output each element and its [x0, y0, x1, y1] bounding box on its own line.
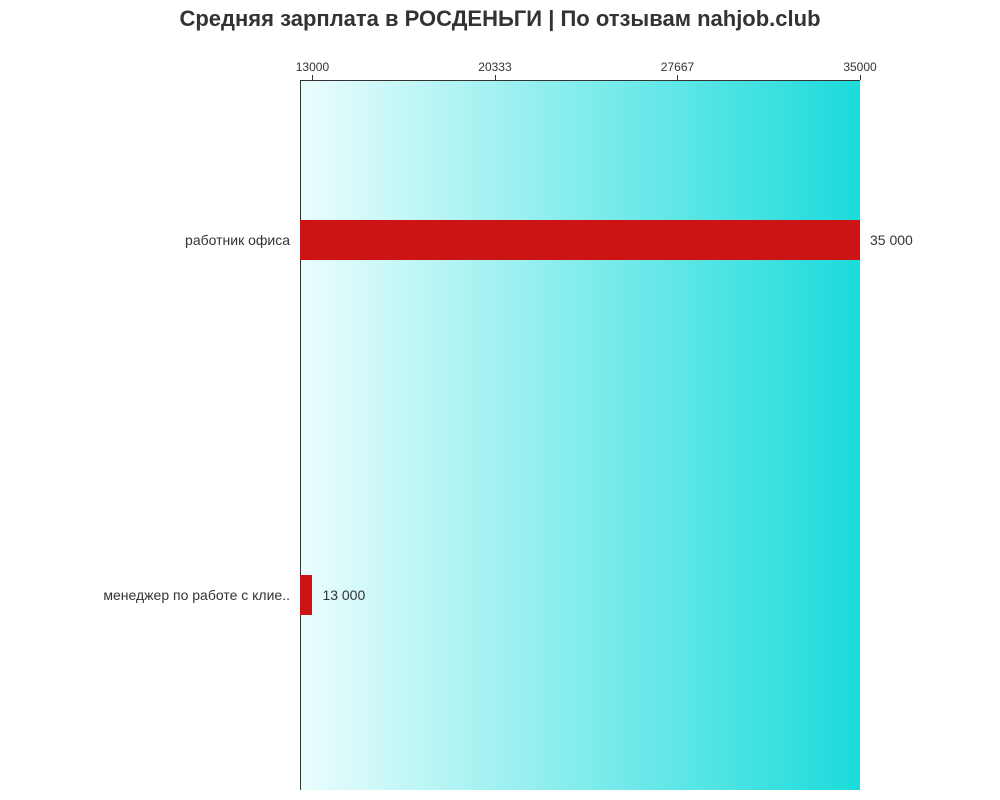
x-tick-line: [677, 75, 678, 80]
x-tick-line: [860, 75, 861, 80]
y-category-label: работник офиса: [185, 232, 300, 248]
x-axis-line: [300, 80, 860, 81]
plot-area: 13000203332766735000работник офиса35 000…: [300, 80, 860, 790]
x-tick-label: 13000: [296, 60, 329, 74]
x-tick-line: [495, 75, 496, 80]
plot-background: [300, 80, 860, 790]
chart-container: Средняя зарплата в РОСДЕНЬГИ | По отзыва…: [0, 0, 1000, 800]
bar-value-label: 35 000: [860, 232, 913, 248]
y-category-label: менеджер по работе с клие..: [103, 587, 300, 603]
x-tick-label: 27667: [661, 60, 694, 74]
x-tick-label: 35000: [843, 60, 876, 74]
bar: [300, 220, 860, 260]
y-axis-line: [300, 80, 301, 790]
bar: [300, 575, 312, 615]
x-tick-label: 20333: [478, 60, 511, 74]
x-tick-line: [312, 75, 313, 80]
bar-value-label: 13 000: [312, 587, 365, 603]
chart-title: Средняя зарплата в РОСДЕНЬГИ | По отзыва…: [0, 0, 1000, 32]
